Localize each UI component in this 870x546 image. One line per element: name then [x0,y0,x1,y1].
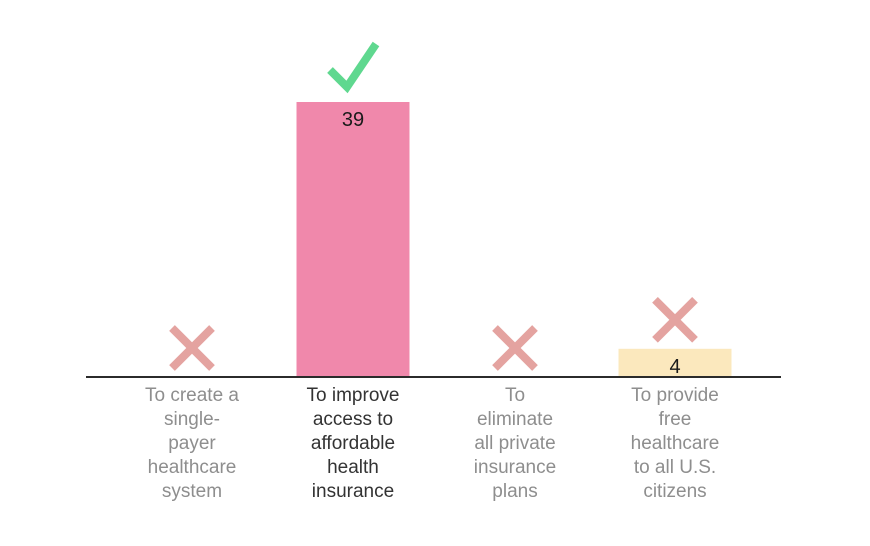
bar-2 [296,102,410,377]
bar-value-label-2: 39 [342,109,364,131]
bar-value-label-4: 4 [669,356,680,378]
cross-icon [652,296,698,343]
x-tick-label-line: to all U.S. [633,457,717,478]
x-tick-label-line: citizens [643,481,707,502]
x-tick-label-line: insurance [473,457,557,478]
x-tick-label-line: free [658,409,692,430]
x-tick-label-line: all private [474,433,556,454]
x-tick-label-line: eliminate [476,409,554,430]
x-tick-label-line: healthcare [630,433,720,454]
x-tick-label-2: To improve access to affordable health insur… [288,384,418,504]
x-tick-label-line: insurance [311,481,395,502]
x-tick-label-line: To provide [631,385,719,406]
x-tick-label-line: plans [492,481,538,502]
x-tick-label-line: payer [168,433,216,454]
cross-icon [492,325,538,371]
x-tick-label-line: To [504,385,526,406]
cross-icon [169,325,215,371]
x-tick-label-line: health [327,457,379,478]
x-tick-label-line: single- [164,409,220,430]
x-tick-label-1: To create a single-payer healthcare system [127,384,257,504]
x-tick-label-line: system [161,481,223,502]
x-tick-label-line: access to [312,409,394,430]
x-tick-label-line: To create a [145,385,239,406]
check-icon [327,41,380,94]
bar-4 [618,348,732,377]
x-tick-label-4: To provide free healthcare to all U.S. citiz… [610,384,740,504]
x-tick-label-3: To eliminate all private insurance plans [450,384,580,504]
x-tick-label-line: affordable [310,433,396,454]
x-tick-label-line: To improve [306,385,400,406]
x-tick-label-line: healthcare [147,457,237,478]
